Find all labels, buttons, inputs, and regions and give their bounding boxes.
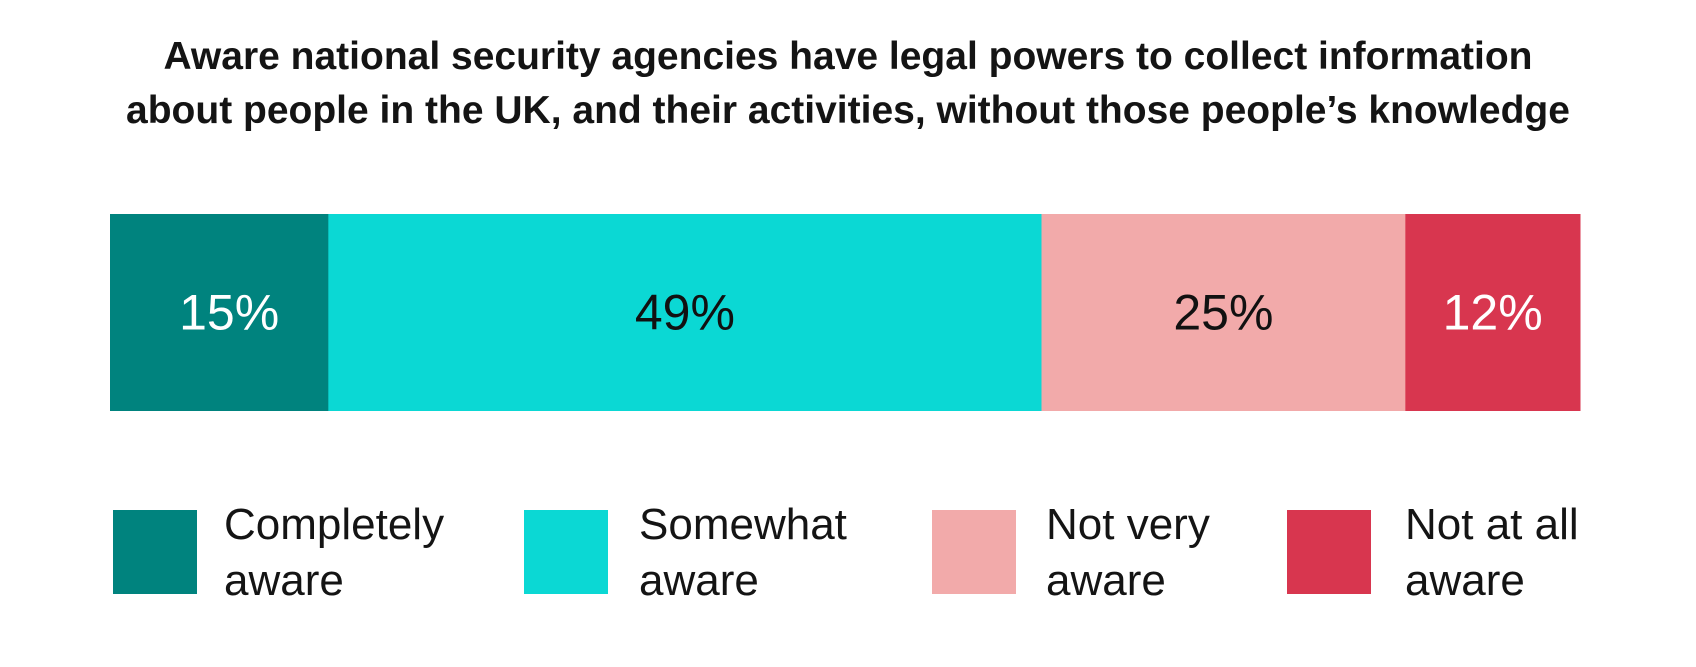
- legend-swatch-2: [524, 510, 608, 594]
- legend-label-3: Not very aware: [1046, 500, 1210, 605]
- legend-label-4: Not at all aware: [1405, 500, 1579, 605]
- legend-swatch-4: [1287, 510, 1371, 594]
- data-label-2: 49%: [635, 285, 735, 341]
- chart-title-line-2: about people in the UK, and their activi…: [126, 89, 1570, 132]
- legend-swatch-3: [932, 510, 1016, 594]
- bar-segment-4: [1405, 214, 1581, 411]
- chart-title: Aware national security agencies have le…: [0, 30, 1696, 138]
- data-label-1: 15%: [179, 285, 279, 341]
- bar-segment-3: [1041, 214, 1406, 411]
- legend-label-2: Somewhat aware: [639, 500, 847, 605]
- data-label-3: 25%: [1173, 285, 1273, 341]
- bar-segment-1: [110, 214, 329, 411]
- legend-label-1: Completely aware: [224, 500, 445, 605]
- legend-swatch-1: [113, 510, 197, 594]
- bar-segment-2: [328, 214, 1042, 411]
- data-label-4: 12%: [1443, 285, 1543, 341]
- chart-title-line-1: Aware national security agencies have le…: [163, 35, 1533, 78]
